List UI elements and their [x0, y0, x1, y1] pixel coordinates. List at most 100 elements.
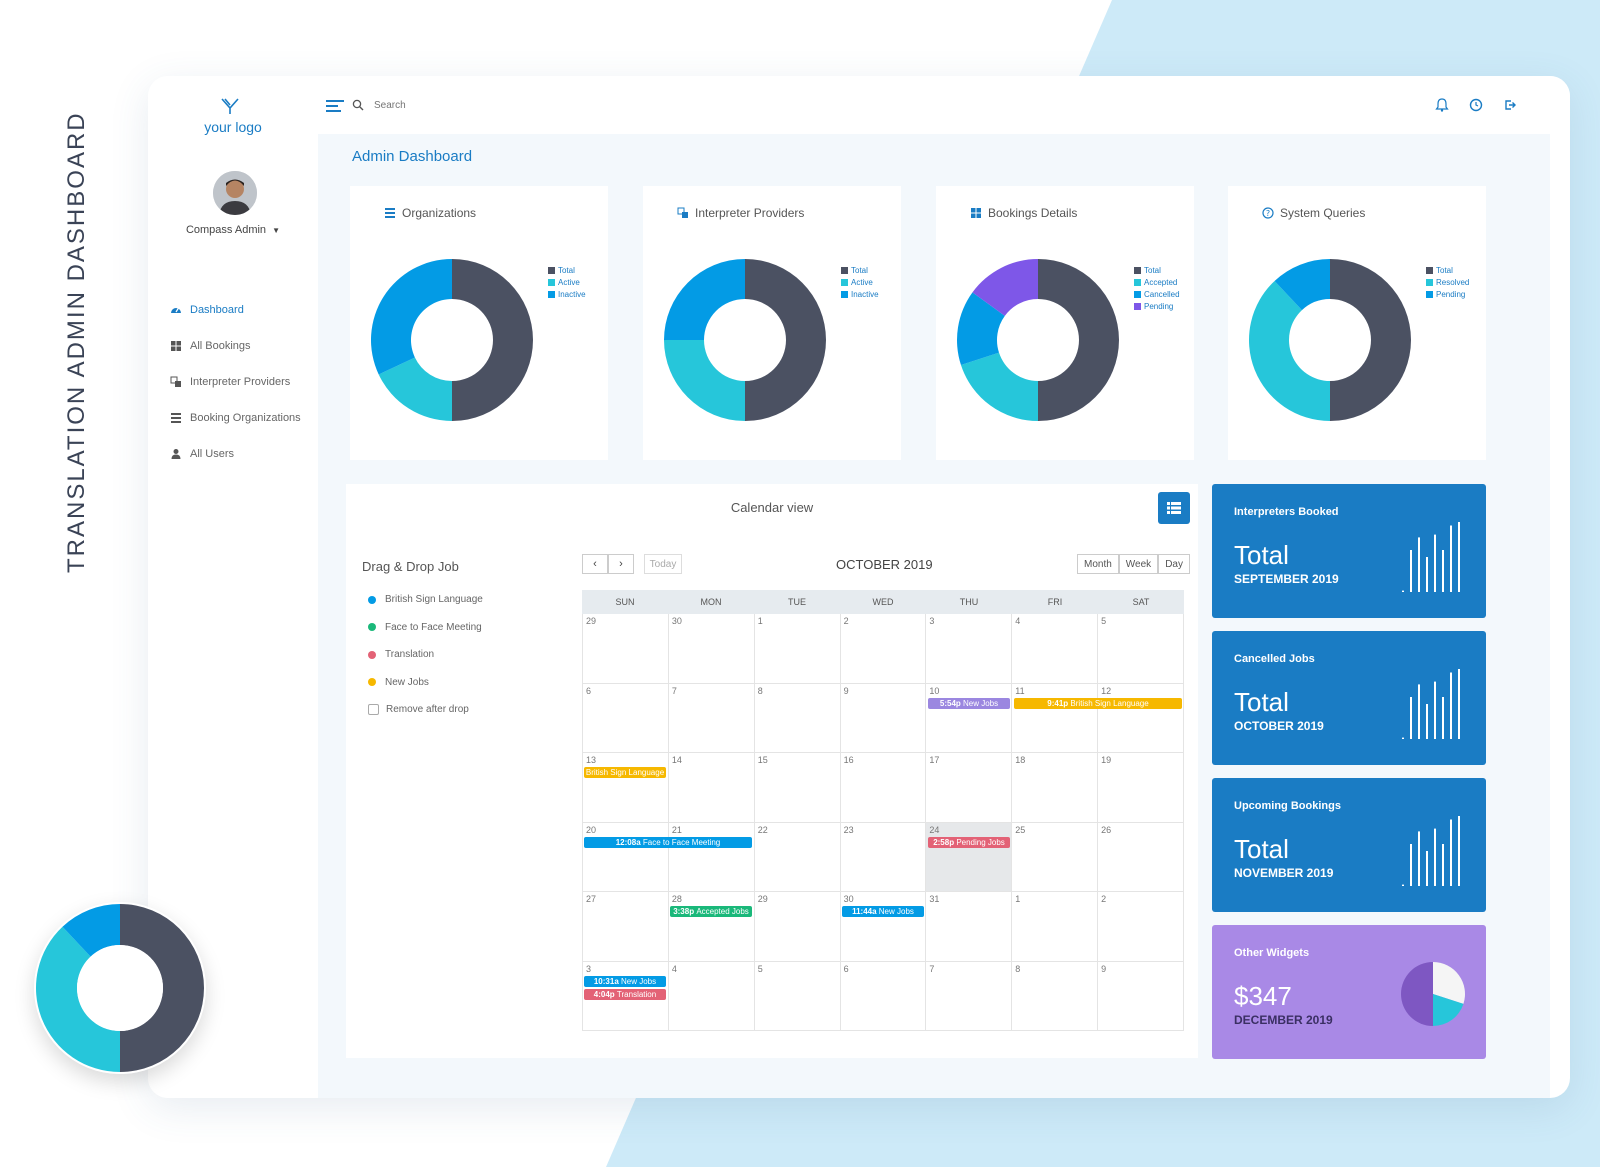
calendar-event[interactable]: 2:58p Pending Jobs — [928, 836, 1010, 848]
sidebar-item-all-users[interactable]: All Users — [170, 436, 301, 472]
calendar-day-cell[interactable]: 9 — [1098, 961, 1184, 1031]
sparkline-bar — [1410, 550, 1412, 592]
checkbox[interactable] — [368, 704, 379, 716]
calendar-day-cell[interactable]: 5 — [754, 961, 841, 1031]
calendar-day-cell[interactable]: 2 — [840, 614, 927, 684]
calendar-day-cell[interactable]: 2 — [1098, 892, 1184, 962]
menu-icon[interactable] — [326, 100, 344, 112]
calendar-day-cell[interactable]: 1 — [754, 614, 841, 684]
calendar-day-cell[interactable]: 29 — [754, 892, 841, 962]
calendar-day-cell[interactable]: 30 — [840, 892, 927, 962]
bell-icon[interactable] — [1435, 98, 1449, 112]
calendar-day-cell[interactable]: 23 — [840, 822, 927, 892]
day-number: 8 — [1015, 963, 1021, 974]
calendar-day-cell[interactable]: 13 — [583, 753, 669, 823]
day-number: 4 — [1015, 616, 1021, 626]
sidebar-item-booking-organizations[interactable]: Booking Organizations — [170, 400, 301, 436]
next-month-button[interactable]: › — [608, 554, 634, 574]
calendar-day-cell[interactable]: 31 — [926, 892, 1013, 962]
calendar-day-cell[interactable]: 22 — [754, 822, 841, 892]
calendar-event[interactable]: 5:54p New Jobs — [928, 697, 1010, 709]
calendar-day-cell[interactable]: 11 — [1012, 683, 1099, 753]
week-view-button[interactable]: Week — [1118, 554, 1159, 574]
calendar-day-cell[interactable]: 4 — [668, 961, 755, 1031]
search-icon[interactable] — [352, 99, 364, 111]
calendar-event[interactable]: 9:41p British Sign Language — [1014, 697, 1182, 709]
calendar-event[interactable]: 10:31a New Jobs — [584, 975, 666, 987]
grid-icon — [971, 208, 981, 218]
other-widgets-card[interactable]: Other Widgets $347 DECEMBER 2019 — [1212, 925, 1486, 1059]
clock-icon[interactable] — [1469, 98, 1483, 112]
calendar-day-cell[interactable]: 17 — [926, 753, 1013, 823]
job-item-translation[interactable]: Translation — [368, 641, 483, 669]
remove-after-drop-checkbox[interactable]: Remove after drop — [368, 696, 483, 724]
calendar-event[interactable]: 12:08a Face to Face Meeting — [584, 836, 752, 848]
calendar-day-cell[interactable]: 3 — [926, 614, 1013, 684]
day-number: 12 — [1101, 685, 1112, 696]
user-menu[interactable]: Compass Admin ▼ — [148, 224, 318, 236]
chart-segment — [972, 259, 1038, 316]
day-number: 9 — [1101, 963, 1107, 974]
calendar-day-cell[interactable]: 7 — [926, 961, 1013, 1031]
logo-text: your logo — [204, 119, 262, 135]
job-item-british-sign-language[interactable]: British Sign Language — [368, 586, 483, 614]
calendar-day-cell[interactable]: 20 — [583, 822, 669, 892]
calendar-day-cell[interactable]: 24 — [926, 822, 1013, 892]
calendar-day-cell[interactable]: 1 — [1012, 892, 1099, 962]
calendar-day-cell[interactable]: 28 — [668, 892, 755, 962]
calendar-day-cell[interactable]: 8 — [754, 683, 841, 753]
calendar-day-cell[interactable]: 10 — [926, 683, 1013, 753]
cancelled-jobs-card[interactable]: Cancelled Jobs Total OCTOBER 2019 — [1212, 631, 1486, 765]
sidebar-item-dashboard[interactable]: Dashboard — [170, 292, 301, 328]
calendar-day-cell[interactable]: 7 — [668, 683, 755, 753]
calendar-day-cell[interactable]: 26 — [1098, 822, 1184, 892]
weekday-label: WED — [872, 597, 894, 607]
calendar-day-cell[interactable]: 6 — [840, 961, 927, 1031]
interpreter-providers-donut-chart — [664, 259, 826, 421]
job-list: British Sign Language Face to Face Meeti… — [368, 586, 483, 724]
upcoming-bookings-card[interactable]: Upcoming Bookings Total NOVEMBER 2019 — [1212, 778, 1486, 912]
avatar[interactable] — [213, 171, 257, 215]
calendar-day-cell[interactable]: 12 — [1098, 683, 1184, 753]
today-button[interactable]: Today — [644, 554, 682, 574]
calendar-day-cell[interactable]: 3 — [583, 961, 669, 1031]
month-view-button[interactable]: Month — [1077, 554, 1119, 574]
job-item-face-to-face-meeting[interactable]: Face to Face Meeting — [368, 614, 483, 642]
calendar-day-cell[interactable]: 29 — [583, 614, 669, 684]
calendar-event[interactable]: 11:44a New Jobs — [842, 906, 924, 917]
calendar-grid: SUN MON TUE WED THU FRI SAT 29 30 1 2 3 4 5 6 7 8… — [582, 590, 1184, 1031]
calendar-day-cell[interactable]: 25 — [1012, 822, 1099, 892]
day-number: 16 — [843, 755, 854, 765]
sidebar-nav: Dashboard All Bookings Interpreter Provi… — [170, 292, 301, 472]
job-item-new-jobs[interactable]: New Jobs — [368, 669, 483, 697]
calendar-day-cell[interactable]: 30 — [668, 614, 755, 684]
drag-drop-title: Drag & Drop Job — [362, 559, 459, 574]
day-view-button[interactable]: Day — [1158, 554, 1190, 574]
calendar-event[interactable]: British Sign Language — [584, 767, 666, 778]
calendar-event[interactable]: 4:04p Translation — [584, 988, 666, 1000]
list-view-button[interactable] — [1158, 492, 1190, 524]
calendar-day-cell[interactable]: 21 — [668, 822, 755, 892]
prev-month-button[interactable]: ‹ — [582, 554, 608, 574]
calendar-day-cell[interactable]: 16 — [840, 753, 927, 823]
sidebar-item-all-bookings[interactable]: All Bookings — [170, 328, 301, 364]
calendar-event[interactable]: 3:38p Accepted Jobs — [670, 906, 752, 917]
calendar-day-cell[interactable]: 9 — [840, 683, 927, 753]
calendar-day-cell[interactable]: 6 — [583, 683, 669, 753]
calendar-day-cell[interactable]: 27 — [583, 892, 669, 962]
calendar-day-cell[interactable]: 15 — [754, 753, 841, 823]
calendar-day-cell[interactable]: 18 — [1012, 753, 1099, 823]
calendar-day-cell[interactable]: 14 — [668, 753, 755, 823]
stat-period: OCTOBER 2019 — [1234, 719, 1324, 733]
search-input[interactable] — [374, 94, 614, 116]
calendar-day-cell[interactable]: 5 — [1098, 614, 1184, 684]
chart-segment — [452, 259, 533, 421]
bookings-details-donut-chart — [957, 259, 1119, 421]
interpreters-booked-card[interactable]: Interpreters Booked Total SEPTEMBER 2019 — [1212, 484, 1486, 618]
calendar-day-cell[interactable]: 8 — [1012, 961, 1099, 1031]
calendar-day-cell[interactable]: 4 — [1012, 614, 1099, 684]
logout-icon[interactable] — [1503, 98, 1517, 112]
sidebar-item-interpreter-providers[interactable]: Interpreter Providers — [170, 364, 301, 400]
topbar — [318, 76, 1570, 134]
calendar-day-cell[interactable]: 19 — [1098, 753, 1184, 823]
